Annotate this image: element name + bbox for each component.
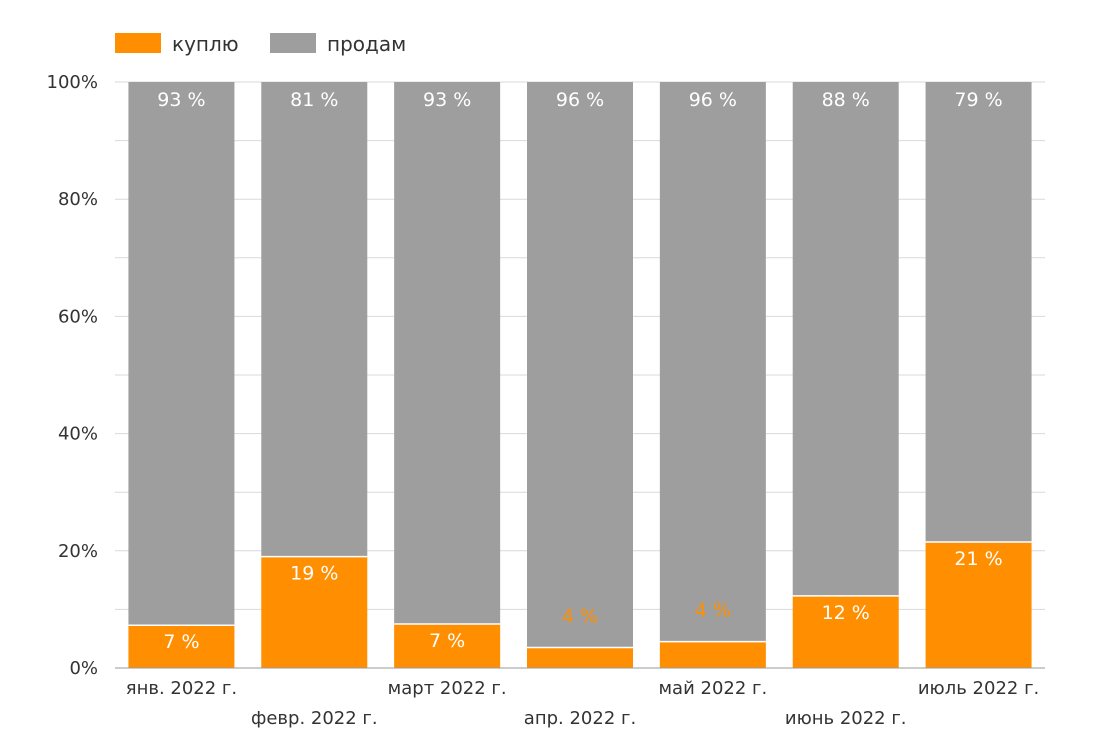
x-tick-label: апр. 2022 г.: [524, 708, 636, 729]
y-tick-label: 60%: [58, 306, 98, 327]
y-tick-label: 100%: [47, 72, 98, 93]
data-label-buy: 7 %: [163, 631, 199, 653]
x-tick-label: июнь 2022 г.: [785, 708, 907, 729]
data-label-sell: 79 %: [954, 89, 1002, 111]
data-label-sell: 96 %: [689, 89, 737, 111]
bar-sell-1: [128, 82, 235, 626]
x-tick-label: май 2022 г.: [658, 678, 767, 699]
data-label-buy: 4 %: [562, 605, 598, 627]
x-tick-label: март 2022 г.: [388, 678, 507, 699]
data-label-buy: 21 %: [954, 548, 1002, 570]
bars: 7 % 93 % 19 % 81 % 7 % 93 % 4 % 96 % 4 % 96 % 12 %…: [128, 82, 1032, 668]
legend-swatch-sell: [270, 33, 316, 53]
x-axis: янв. 2022 г. февр. 2022 г. март 2022 г. апр…: [115, 667, 1045, 729]
bar-buy-6: [792, 595, 899, 668]
y-axis: 0% 20% 40% 60% 80% 100%: [47, 72, 98, 679]
x-tick-label: февр. 2022 г.: [251, 708, 378, 729]
y-tick-label: 80%: [58, 189, 98, 210]
bar-sell-6: [792, 82, 899, 596]
legend-swatch-buy: [115, 33, 161, 53]
data-label-sell: 88 %: [822, 89, 870, 111]
y-tick-label: 40%: [58, 424, 98, 445]
data-label-buy: 7 %: [429, 630, 465, 652]
bar-sell-5: [659, 82, 766, 642]
data-label-sell: 93 %: [423, 89, 471, 111]
legend-label-sell: продам: [327, 32, 406, 56]
bar-buy-5: [659, 641, 766, 668]
x-tick-label: янв. 2022 г.: [126, 678, 237, 699]
bar-buy-7: [925, 542, 1032, 668]
data-label-buy: 4 %: [695, 600, 731, 622]
y-tick-label: 0%: [69, 658, 98, 679]
bar-sell-3: [394, 82, 501, 625]
data-label-sell: 81 %: [290, 89, 338, 111]
y-tick-label: 20%: [58, 541, 98, 562]
data-label-buy: 19 %: [290, 563, 338, 585]
bar-sell-2: [261, 82, 368, 557]
data-label-sell: 93 %: [157, 89, 205, 111]
legend-label-buy: куплю: [172, 32, 239, 56]
x-tick-label: июль 2022 г.: [918, 678, 1039, 699]
bar-buy-2: [261, 556, 368, 668]
bar-sell-4: [527, 82, 633, 648]
bar-buy-4: [527, 647, 633, 668]
legend: куплю продам: [115, 32, 406, 56]
bar-buy-3: [394, 624, 501, 668]
data-label-buy: 12 %: [822, 602, 870, 624]
bar-sell-7: [925, 82, 1032, 543]
bar-buy-1: [128, 625, 235, 668]
data-label-sell: 96 %: [556, 89, 604, 111]
